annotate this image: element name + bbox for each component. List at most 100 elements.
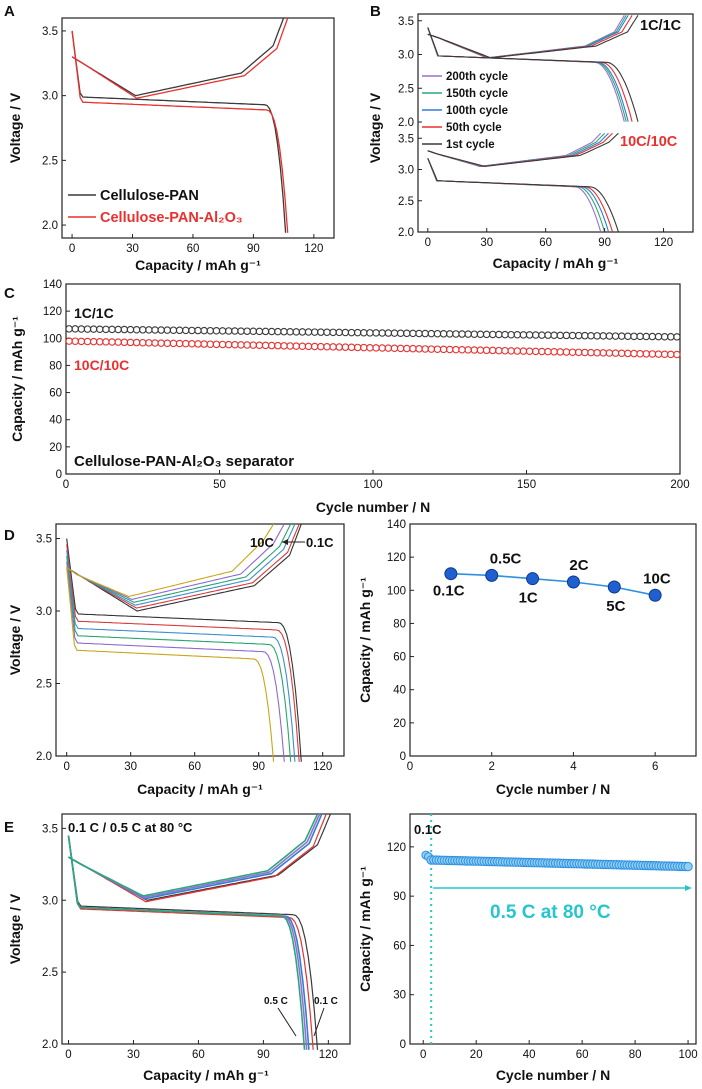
- panel-c-xtick-label: 150: [517, 479, 536, 491]
- panel-e-left-xtick-label: 120: [319, 1049, 338, 1061]
- panel-e-right-annot-01c: 0.1C: [414, 822, 442, 837]
- panel-b-letter: B: [370, 3, 381, 20]
- panel-c-point: [310, 328, 319, 336]
- panel-c-point: [169, 339, 178, 348]
- panel-c-point: [188, 340, 196, 348]
- panel-d-left-xlabel: Capacity / mAh g⁻¹: [137, 781, 263, 797]
- panel-c-point: [353, 343, 362, 352]
- panel-b-xtick-label: 60: [539, 237, 552, 249]
- panel-c-point: [96, 337, 104, 346]
- panel-d-right-ytick-label: 40: [393, 685, 406, 697]
- panel-d-right-rate-label: 2C: [569, 557, 588, 574]
- panel-c-ytick-label: 20: [49, 442, 62, 454]
- panel-c-point: [384, 344, 393, 352]
- panel-c-point: [544, 347, 552, 356]
- panel-c-point: [132, 338, 141, 347]
- panel-c-point: [562, 331, 571, 340]
- panel-c-point: [89, 325, 98, 333]
- panel-c-point: [126, 325, 135, 334]
- panel-e-left-title: 0.1 C / 0.5 C at 80 °C: [68, 820, 193, 835]
- panel-e-right-ytick-label: 90: [393, 891, 406, 903]
- panel-c-point: [538, 347, 546, 356]
- panel-c-point: [636, 332, 644, 341]
- panel-c-point: [120, 338, 129, 347]
- panel-e-left-charge-curve: [68, 813, 319, 897]
- panel-e-left-ytick-label: 2.5: [42, 967, 58, 979]
- panel-a-discharge-curve: [71, 30, 289, 233]
- panel-d-left-ytick-label: 2.0: [36, 751, 52, 763]
- panel-d-left-frame: [55, 523, 345, 757]
- panel-c-point: [237, 341, 245, 349]
- panel-c-point: [611, 332, 620, 340]
- panel-d-left-discharge-curve: [66, 555, 292, 762]
- panel-c-point: [409, 344, 417, 353]
- panel-d-left-charge-curve: [66, 523, 302, 612]
- panel-d-right-rate-label: 0.1C: [433, 583, 465, 600]
- panel-c-point: [482, 346, 491, 355]
- panel-d-right-xtick-label: 4: [570, 761, 577, 773]
- panel-d-right-ytick-label: 80: [393, 618, 406, 630]
- panel-c-point: [458, 346, 466, 354]
- panel-c-point: [96, 325, 104, 333]
- panel-d-right-rate-label: 0.5C: [490, 550, 522, 567]
- panel-e-left-ylabel: Voltage / V: [7, 893, 23, 964]
- panel-c-point: [181, 326, 190, 335]
- panel-b-label-10c: 10C/10C: [620, 134, 678, 150]
- panel-e-left-ytick-label: 3.0: [42, 895, 58, 907]
- panel-d-left-charge-curve: [66, 523, 296, 606]
- panel-c-point: [280, 327, 288, 336]
- panel-c-point: [145, 339, 153, 347]
- panel-d-left-charge-curve: [66, 523, 300, 609]
- panel-c-point: [261, 341, 270, 350]
- panel-c-point: [249, 327, 258, 336]
- panel-c-point: [206, 340, 215, 348]
- panel-c-point: [347, 343, 356, 352]
- panel-c-ytick-label: 80: [49, 360, 62, 372]
- panel-e-right-arrowhead: [685, 885, 692, 891]
- panel-c-point: [231, 327, 239, 335]
- panel-d-right-ylabel: Capacity / mAh g⁻¹: [357, 577, 373, 703]
- panel-a-xtick-label: 90: [247, 243, 260, 255]
- panel-c-point: [403, 329, 411, 338]
- panel-c-point: [488, 346, 497, 355]
- panel-c-point: [648, 350, 657, 358]
- panel-c-point: [501, 346, 509, 355]
- panel-e-left-discharge-curve: [67, 835, 314, 1050]
- panel-c-point: [525, 347, 534, 355]
- panel-c-point: [298, 328, 307, 336]
- panel-c-point: [630, 332, 638, 341]
- panel-d-left-charge-curve: [66, 523, 292, 603]
- panel-e-left-arrow-b: [313, 1007, 325, 1037]
- panel-c-point: [145, 326, 153, 334]
- panel-a-legend-label: Cellulose-PAN: [100, 188, 199, 204]
- panel-c-point: [347, 328, 356, 337]
- panel-c-point: [458, 330, 466, 338]
- panel-c-point: [132, 325, 141, 334]
- panel-b-ytick-label: 3.0: [398, 50, 414, 62]
- panel-d-right-point: [444, 567, 458, 581]
- panel-c-point: [439, 330, 448, 338]
- panel-d-left-ytick-label: 3.0: [36, 606, 52, 618]
- panel-d-left-xtick-label: 90: [252, 761, 265, 773]
- panel-b-ytick-label: 3.0: [398, 165, 414, 177]
- panel-c-point: [636, 349, 644, 358]
- panel-c-point: [255, 341, 264, 350]
- panel-b-ytick-label: 2.0: [398, 227, 414, 239]
- panel-c-point: [525, 331, 534, 339]
- panel-c-point: [71, 325, 79, 333]
- panel-d-left-annot-10c: 10C: [250, 535, 274, 550]
- panel-b-ytick-label: 3.5: [398, 133, 414, 145]
- panel-c-point: [304, 342, 313, 351]
- panel-c-point: [114, 325, 122, 334]
- panel-c-point: [286, 328, 294, 336]
- panel-d-left-discharge-curve: [66, 561, 285, 762]
- panel-b-legend-label: 150th cycle: [446, 88, 508, 100]
- panel-c-point: [654, 332, 663, 341]
- panel-b-discharge-curve: [427, 158, 602, 232]
- panel-c-point: [581, 348, 589, 357]
- panel-d-right-ytick-label: 0: [400, 751, 406, 763]
- panel-e-left-discharge-curve: [67, 835, 319, 1050]
- panel-c-point: [372, 329, 380, 337]
- panel-c-ytick-label: 120: [43, 306, 62, 318]
